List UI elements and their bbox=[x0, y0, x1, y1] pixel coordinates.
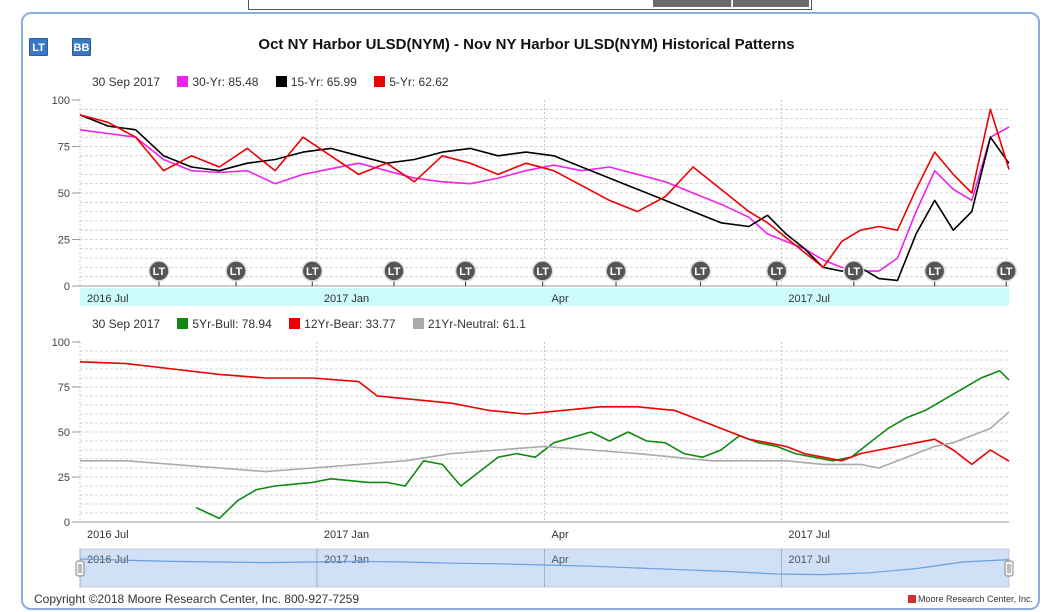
lt-marker-label: LT bbox=[388, 266, 401, 278]
lt-marker-label: LT bbox=[153, 266, 166, 278]
y-tick-label: 100 bbox=[52, 95, 70, 107]
logo-mark-icon bbox=[907, 595, 916, 603]
series-line-1 bbox=[79, 114, 1010, 282]
chart-0-group: 0 25 50 75 100 2016 Jul 2017 Jan Apr 2017 Jul LT L… bbox=[52, 95, 1017, 306]
lt-marker: LT bbox=[923, 260, 946, 286]
legend-top: 30 Sep 2017 30-Yr: 85.48 15-Yr: 65.99 5-… bbox=[92, 75, 463, 89]
y-tick-label: 75 bbox=[58, 382, 70, 394]
chart-panel bbox=[21, 12, 1040, 610]
lt-marker: LT bbox=[531, 260, 554, 286]
bb-button[interactable]: BB bbox=[72, 38, 91, 56]
x-axis-band bbox=[80, 288, 1009, 306]
legend-item-30yr[interactable]: 30-Yr: 85.48 bbox=[177, 75, 258, 89]
legend-bottom: 30 Sep 2017 5Yr-Bull: 78.94 12Yr-Bear: 3… bbox=[92, 317, 540, 331]
x-tick-label: 2017 Jul bbox=[788, 293, 830, 305]
lt-marker-circle bbox=[843, 260, 865, 282]
lt-marker: LT bbox=[454, 260, 477, 286]
y-tick-label: 25 bbox=[58, 472, 70, 484]
lt-marker: LT bbox=[301, 260, 323, 286]
x-tick-label: 2017 Jan bbox=[324, 529, 369, 541]
navigator-line bbox=[79, 558, 1010, 576]
lt-marker-circle bbox=[301, 260, 323, 282]
navigator-tick-label: 2017 Jul bbox=[788, 554, 830, 566]
lt-marker-circle bbox=[923, 260, 946, 282]
x-tick-label: 2017 Jan bbox=[324, 293, 369, 305]
lt-marker: LT bbox=[148, 260, 170, 286]
lt-marker-label: LT bbox=[1000, 266, 1013, 278]
lt-marker-circle bbox=[148, 260, 170, 282]
chart-title: Oct NY Harbor ULSD(NYM) - Nov NY Harbor … bbox=[258, 36, 795, 53]
y-tick-label: 0 bbox=[64, 281, 70, 293]
lt-marker-label: LT bbox=[536, 266, 549, 278]
lt-marker-label: LT bbox=[928, 266, 941, 278]
lt-marker-label: LT bbox=[230, 266, 243, 278]
series-line-1 bbox=[79, 361, 1010, 466]
navigator-handle-right[interactable] bbox=[1004, 560, 1014, 577]
legend-top-date: 30 Sep 2017 bbox=[92, 75, 161, 89]
chart-1-group: 0 25 50 75 100 2016 Jul 2017 Jan Apr 2017 Jul bbox=[52, 337, 1010, 541]
lt-marker: LT bbox=[605, 260, 627, 286]
series-line-2 bbox=[80, 411, 1010, 473]
navigator-tick-label: Apr bbox=[552, 554, 569, 566]
series-line-0 bbox=[79, 126, 1010, 272]
lt-marker-circle bbox=[689, 260, 712, 282]
lt-marker: LT bbox=[225, 260, 247, 286]
x-tick-label: 2016 Jul bbox=[87, 293, 129, 305]
copyright-text: Copyright ©2018 Moore Research Center, I… bbox=[34, 592, 360, 606]
y-tick-label: 50 bbox=[58, 188, 70, 200]
lt-button[interactable]: LT bbox=[29, 38, 48, 56]
lt-marker-label: LT bbox=[459, 266, 472, 278]
y-tick-label: 50 bbox=[58, 427, 70, 439]
x-tick-label: Apr bbox=[552, 293, 569, 305]
legend-item-15yr[interactable]: 15-Yr: 65.99 bbox=[275, 75, 357, 89]
lt-marker-label: LT bbox=[848, 266, 861, 278]
navigator-tick-label: 2017 Jan bbox=[324, 554, 369, 566]
lt-marker-circle bbox=[531, 260, 554, 282]
lt-marker-circle bbox=[225, 260, 247, 282]
lt-marker: LT bbox=[995, 260, 1017, 286]
legend-item-12yr-bear[interactable]: 12Yr-Bear: 33.77 bbox=[289, 317, 396, 331]
lt-marker-circle bbox=[605, 260, 627, 282]
toolbar-button-1[interactable] bbox=[653, 0, 732, 7]
lt-marker-label: LT bbox=[770, 266, 783, 278]
lt-marker-label: LT bbox=[610, 266, 623, 278]
toolbar-button-2[interactable] bbox=[733, 0, 809, 7]
legend-item-5yr-bull[interactable]: 5Yr-Bull: 78.94 bbox=[177, 317, 272, 331]
y-tick-label: 0 bbox=[64, 517, 70, 529]
x-tick-label: Apr bbox=[552, 529, 569, 541]
top-toolbar bbox=[248, 0, 812, 10]
lt-marker: LT bbox=[383, 260, 405, 286]
y-tick-label: 25 bbox=[58, 235, 70, 247]
navigator: 2016 Jul 2017 Jan Apr 2017 Jul bbox=[75, 548, 1014, 588]
lt-marker: LT bbox=[689, 260, 712, 286]
legend-item-5yr[interactable]: 5-Yr: 62.62 bbox=[374, 75, 449, 89]
series-line-2 bbox=[79, 108, 1010, 269]
navigator-handle-left[interactable] bbox=[75, 560, 85, 577]
company-logo: Moore Research Center, Inc. bbox=[907, 594, 1033, 604]
lt-marker-circle bbox=[383, 260, 405, 282]
x-tick-label: 2016 Jul bbox=[87, 529, 129, 541]
lt-marker-circle bbox=[766, 260, 788, 282]
lt-marker-label: LT bbox=[306, 266, 319, 278]
lt-marker-circle bbox=[454, 260, 477, 282]
lt-marker-label: LT bbox=[694, 266, 707, 278]
legend-bottom-date: 30 Sep 2017 bbox=[92, 317, 161, 331]
lt-marker: LT bbox=[843, 260, 865, 286]
y-tick-label: 100 bbox=[52, 337, 70, 349]
lt-marker-circle bbox=[995, 260, 1017, 282]
y-tick-label: 75 bbox=[58, 142, 70, 154]
lt-marker: LT bbox=[766, 260, 788, 286]
legend-item-21yr-neutral[interactable]: 21Yr-Neutral: 61.1 bbox=[412, 317, 526, 331]
x-tick-label: 2017 Jul bbox=[788, 529, 830, 541]
series-line-0 bbox=[195, 369, 1010, 520]
